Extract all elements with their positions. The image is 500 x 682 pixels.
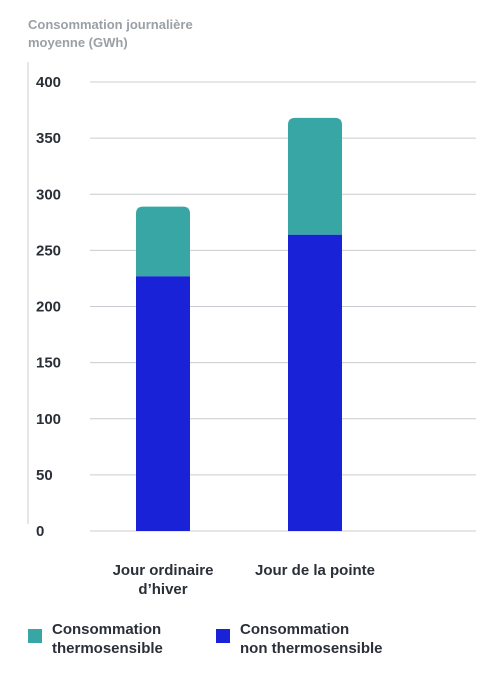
y-tick-label-0: 0 — [36, 523, 44, 540]
legend-label-non-thermosensible-line-1: Consommation — [240, 621, 349, 638]
bar-thermosensible-2 — [288, 117, 342, 235]
y-tick-labels: 0 50 100 150 200 250 300 350 400 — [36, 74, 61, 540]
y-tick-label-350: 350 — [36, 130, 61, 147]
y-tick-label-300: 300 — [36, 186, 61, 203]
legend-label-thermosensible-line-1: Consommation — [52, 621, 161, 638]
bar-thermosensible-1 — [136, 206, 190, 277]
y-tick-label-200: 200 — [36, 299, 61, 316]
y-tick-label-50: 50 — [36, 467, 53, 484]
y-tick-label-100: 100 — [36, 411, 61, 428]
y-tick-label-250: 250 — [36, 242, 61, 259]
bar-non-thermosensible-2 — [288, 234, 342, 531]
y-tick-label-400: 400 — [36, 74, 61, 91]
category-label-1-line-1: Jour ordinaire — [113, 562, 214, 579]
category-labels: Jour ordinaire d’hiver Jour de la pointe — [113, 562, 375, 598]
y-tick-label-150: 150 — [36, 355, 61, 372]
category-label-2-line-1: Jour de la pointe — [255, 562, 375, 579]
legend-label-thermosensible-line-2: thermosensible — [52, 640, 163, 657]
bar-non-thermosensible-1 — [136, 276, 190, 531]
legend-label-non-thermosensible-line-2: non thermosensible — [240, 640, 383, 657]
legend: Consommation thermosensible Consommation no… — [28, 621, 383, 657]
legend-swatch-thermosensible — [28, 629, 42, 643]
bars — [136, 117, 342, 531]
legend-swatch-non-thermosensible — [216, 629, 230, 643]
category-label-1-line-2: d’hiver — [138, 581, 187, 598]
y-axis-title-line-1: Consommation journalière — [28, 17, 193, 32]
y-axis-title-line-2: moyenne (GWh) — [28, 35, 128, 50]
